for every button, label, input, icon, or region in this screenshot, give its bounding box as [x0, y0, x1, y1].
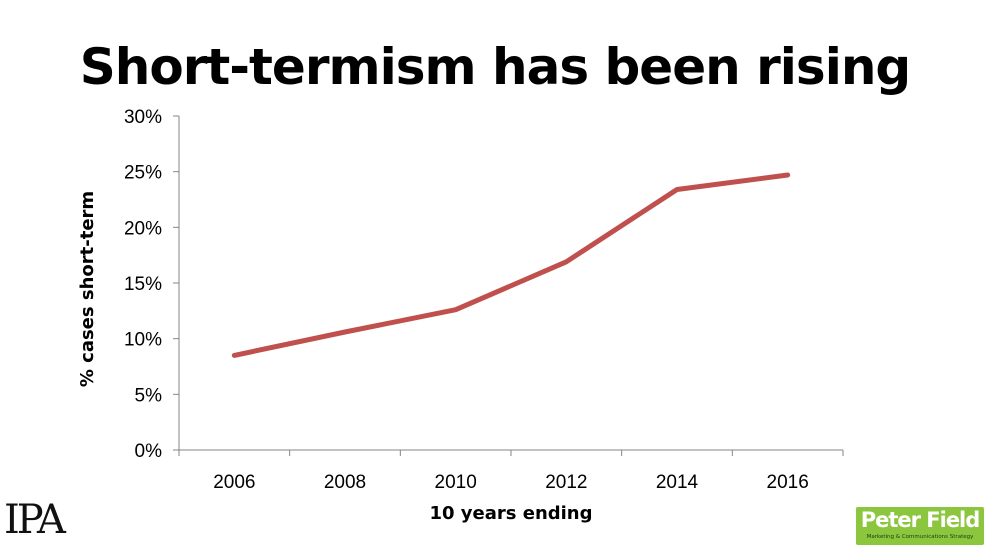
- y-axis-title: % cases short-term: [77, 191, 98, 387]
- chart-axes: [173, 115, 844, 456]
- peter-field-logo-name: Peter Field: [860, 508, 981, 532]
- x-tick-label: 2006: [213, 472, 255, 493]
- x-tick-labels: 2006 2008 2010 2012 2014 2016: [213, 472, 809, 493]
- y-tick-label: 0%: [135, 441, 163, 462]
- y-tick-label: 15%: [124, 274, 162, 295]
- series-line: [231, 172, 791, 358]
- x-tick-label: 2010: [435, 472, 477, 493]
- slide-title: Short-termism has been rising: [79, 38, 911, 96]
- series-layer: [231, 172, 791, 358]
- x-axis-title: 10 years ending: [429, 503, 592, 524]
- peter-field-logo-tagline: Marketing & Communications Strategy: [866, 534, 974, 540]
- y-tick-labels: 0% 5% 10% 15% 20% 25% 30%: [124, 107, 162, 462]
- x-tick-label: 2014: [656, 472, 699, 493]
- x-tick-label: 2012: [545, 472, 587, 493]
- y-tick-label: 30%: [124, 107, 162, 128]
- y-tick-label: 5%: [135, 385, 163, 406]
- x-tick-label: 2008: [324, 472, 366, 493]
- peter-field-logo: Peter Field Marketing & Communications S…: [856, 507, 984, 545]
- ipa-logo: IPA: [4, 497, 66, 543]
- x-tick-label: 2016: [767, 472, 809, 493]
- y-tick-label: 20%: [124, 218, 162, 239]
- y-tick-label: 25%: [124, 163, 162, 184]
- y-tick-label: 10%: [124, 330, 162, 351]
